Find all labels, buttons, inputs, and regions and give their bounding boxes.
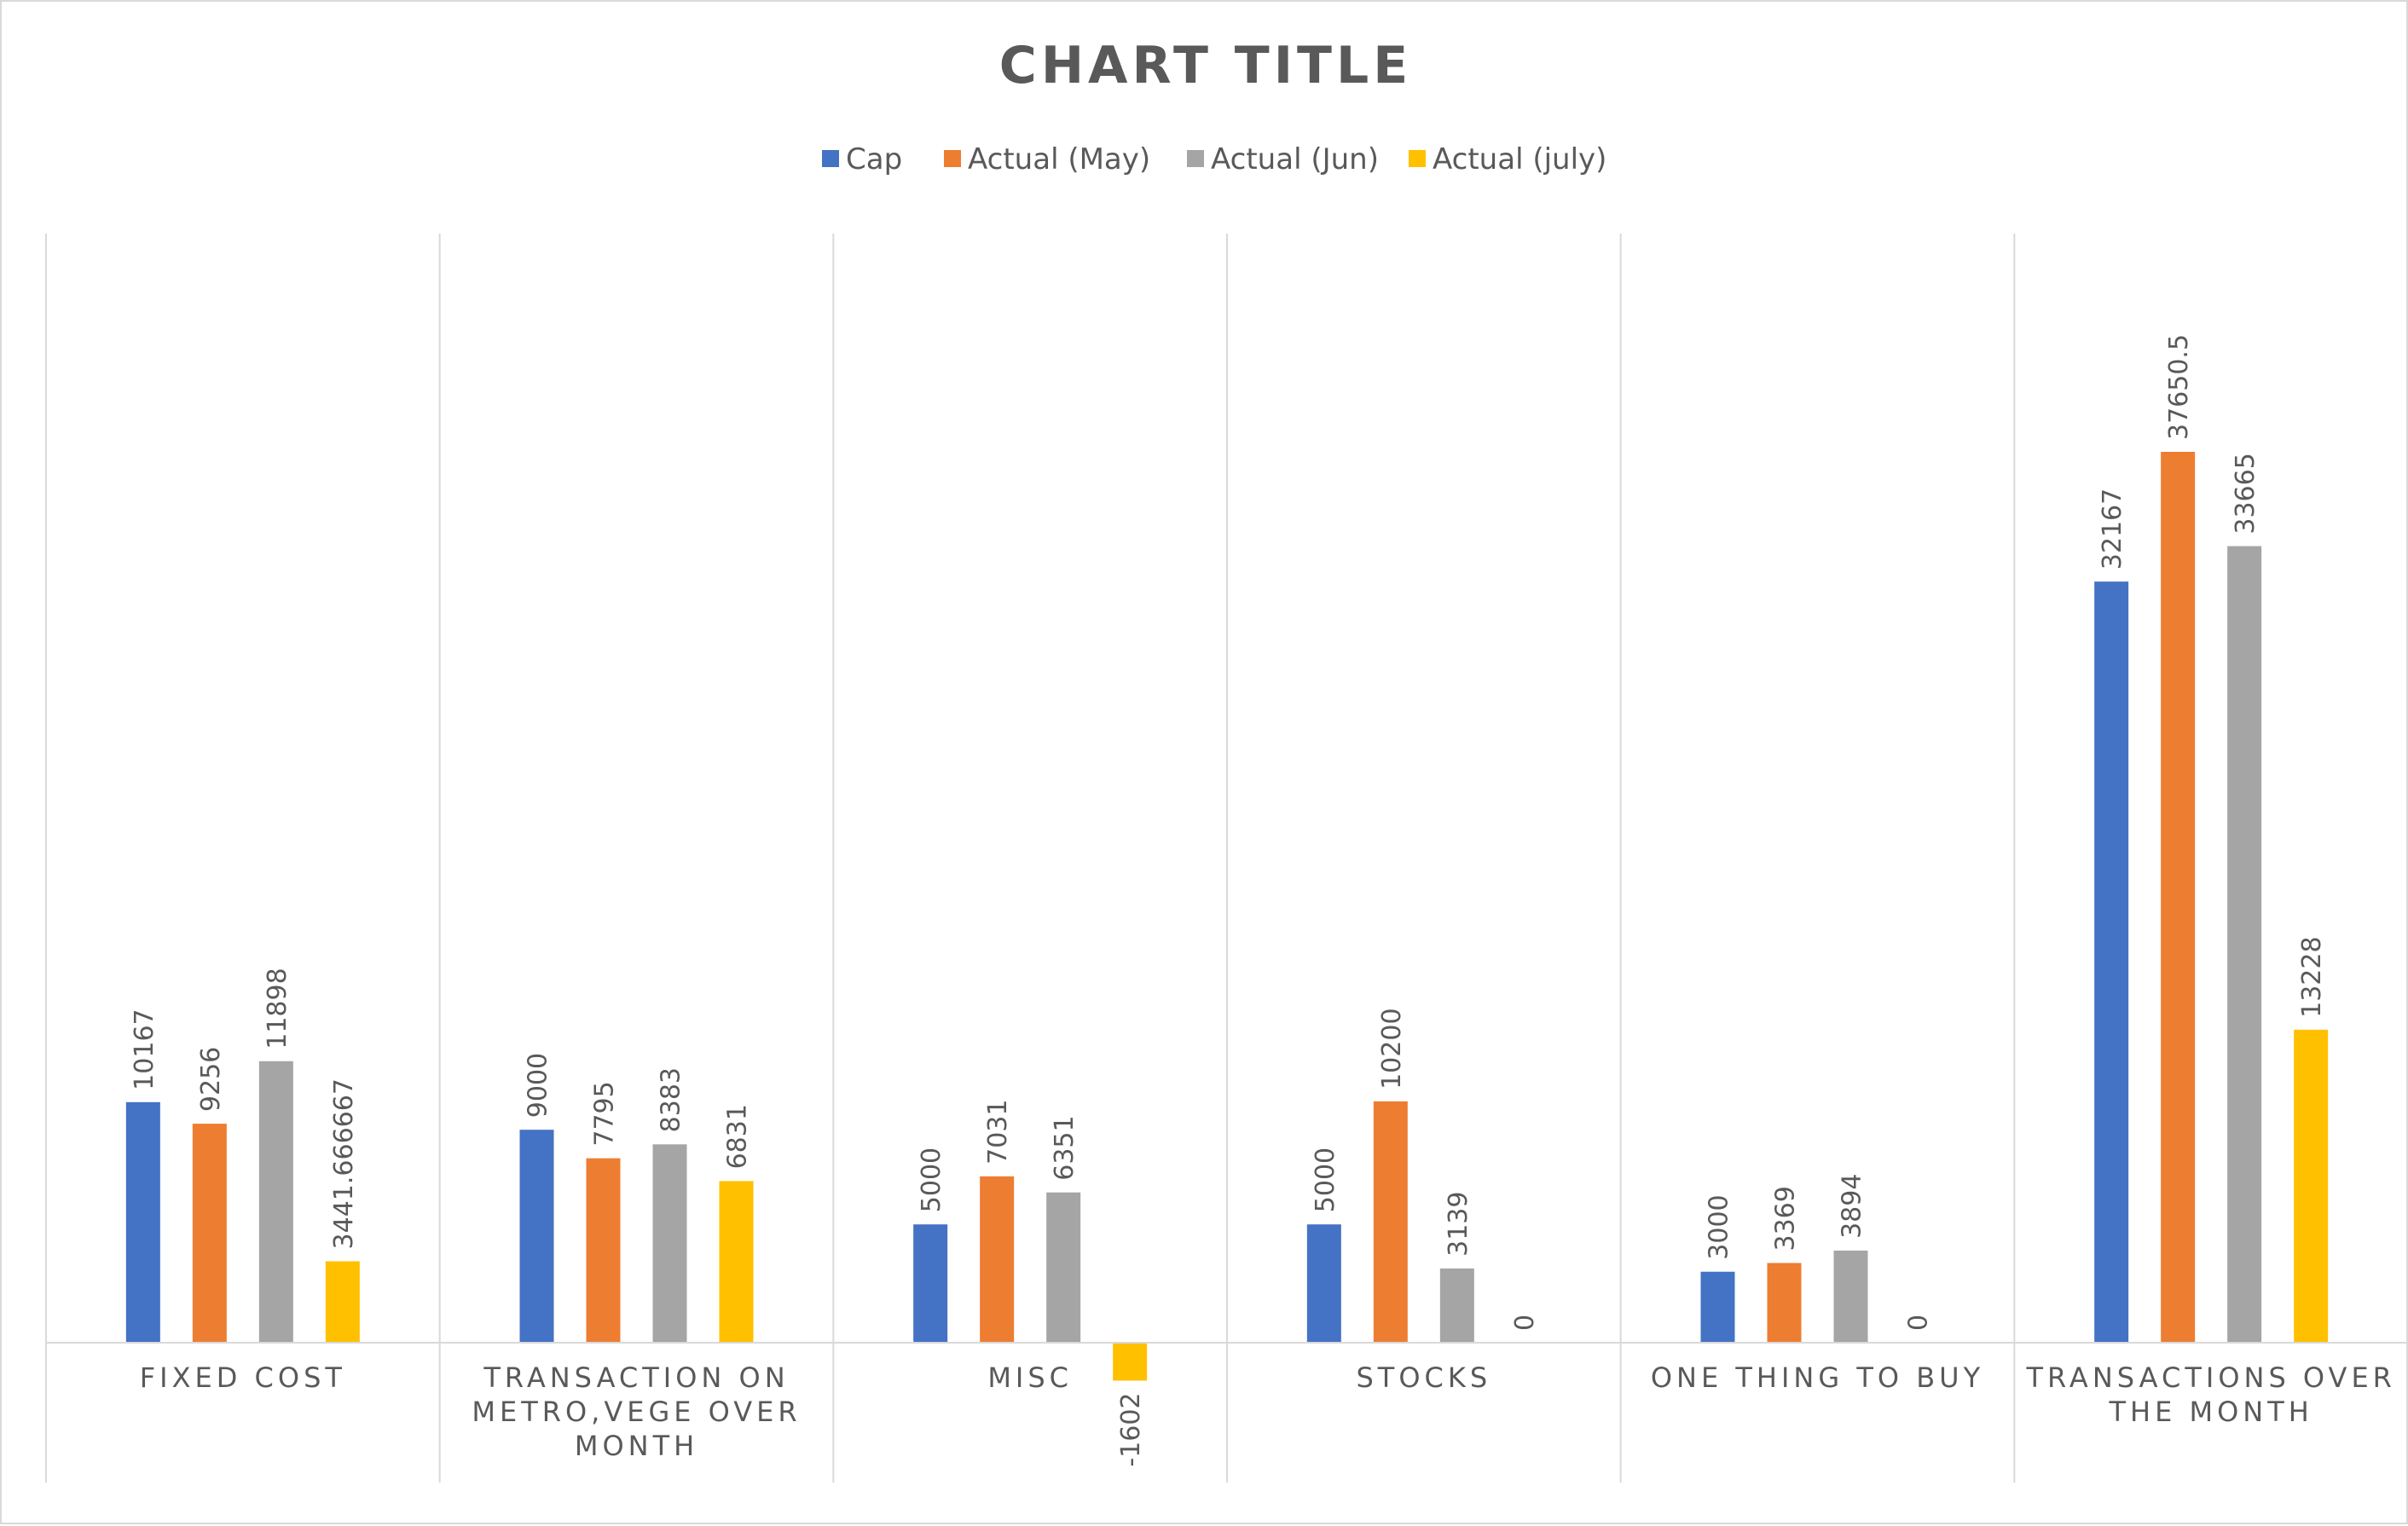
- data-label: 6351: [1050, 1115, 1080, 1180]
- bar: [1373, 1101, 1408, 1343]
- category-label: MISC: [987, 1361, 1073, 1394]
- bar: [913, 1224, 948, 1343]
- legend-label: Actual (May): [968, 142, 1150, 176]
- bar: [325, 1261, 360, 1343]
- data-label: 5000: [917, 1147, 946, 1212]
- data-label: 8383: [657, 1067, 686, 1132]
- data-label: 10200: [1377, 1008, 1407, 1089]
- data-label: 3894: [1838, 1174, 1867, 1239]
- data-label: 32167: [2098, 488, 2127, 569]
- data-label: 37650.5: [2164, 334, 2194, 440]
- data-label: 0: [1510, 1315, 1540, 1331]
- bars: [125, 452, 2329, 1381]
- bar: [519, 1130, 554, 1343]
- bar: [1833, 1250, 1868, 1343]
- legend-label: Actual (Jun): [1211, 142, 1379, 176]
- legend-label: Actual (july): [1433, 142, 1606, 176]
- bar: [2161, 452, 2196, 1343]
- bar: [1046, 1192, 1081, 1343]
- bar: [1767, 1263, 1802, 1343]
- data-label: 3000: [1705, 1194, 1734, 1259]
- data-label: 11898: [263, 968, 292, 1049]
- bar: [2227, 546, 2262, 1343]
- bar: [652, 1144, 687, 1343]
- data-label: 10167: [130, 1009, 159, 1090]
- bar: [980, 1176, 1015, 1343]
- data-label: 5000: [1311, 1147, 1340, 1212]
- bar: [1439, 1268, 1474, 1343]
- category-label: MONTH: [575, 1430, 698, 1462]
- legend-swatch: [944, 150, 961, 167]
- legend-swatch: [822, 150, 839, 167]
- data-label: 3139: [1444, 1192, 1473, 1257]
- bar: [125, 1101, 160, 1343]
- bar: [192, 1124, 227, 1343]
- category-label: TRANSACTION ON: [483, 1361, 789, 1394]
- bar: [1306, 1224, 1341, 1343]
- chart-title: CHART TITLE: [999, 36, 1412, 95]
- bar: [258, 1061, 293, 1343]
- bar: [719, 1181, 754, 1343]
- bar: [1113, 1343, 1148, 1381]
- data-label: 7795: [590, 1081, 620, 1146]
- data-label: 6831: [723, 1104, 753, 1169]
- category-label: ONE THING TO BUY: [1651, 1361, 1984, 1394]
- bar: [1700, 1271, 1735, 1343]
- category-label: TRANSACTIONS OVER: [2025, 1361, 2395, 1394]
- data-labels: 10167 9000 5000 5000 3000 32167 9256 7795 7031 10…: [130, 334, 2327, 1467]
- category-label: FIXED COST: [140, 1361, 346, 1394]
- data-label: 0: [1904, 1315, 1934, 1331]
- data-label: -1602: [1116, 1392, 1146, 1466]
- bar: [2094, 581, 2129, 1343]
- data-label: 33665: [2231, 453, 2260, 534]
- data-label: 3441.666667: [329, 1078, 359, 1249]
- category-label: THE MONTH: [2108, 1396, 2312, 1428]
- data-label: 9256: [196, 1047, 226, 1112]
- bar: [586, 1158, 621, 1343]
- bar: [2294, 1029, 2329, 1343]
- legend-label: Cap: [846, 142, 902, 176]
- legend-swatch: [1187, 150, 1204, 167]
- data-label: 3369: [1771, 1186, 1801, 1251]
- category-label: STOCKS: [1356, 1361, 1491, 1394]
- category-gridlines: [45, 234, 2408, 1483]
- category-label: METRO,VEGE OVER: [472, 1396, 801, 1428]
- legend: Cap Actual (May) Actual (Jun) Actual (july): [822, 142, 1606, 176]
- legend-swatch: [1409, 150, 1426, 167]
- data-label: 13228: [2297, 936, 2327, 1017]
- data-label: 9000: [524, 1053, 553, 1118]
- data-label: 7031: [983, 1099, 1013, 1164]
